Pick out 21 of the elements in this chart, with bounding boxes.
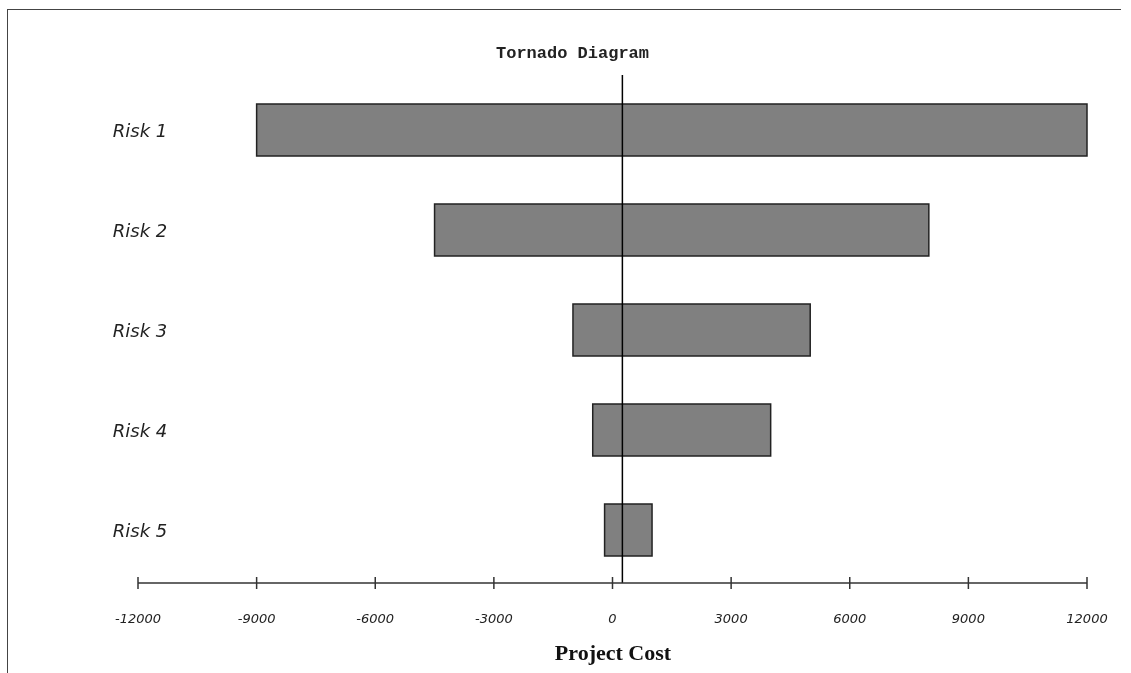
chart-title: Tornado Diagram (495, 44, 650, 63)
y-tick-label: Risk 1 (112, 120, 168, 141)
x-tick-label: 12000 (1066, 611, 1108, 626)
y-tick-label: Risk 3 (112, 320, 168, 341)
x-tick-label: -9000 (237, 611, 276, 626)
bar (433, 203, 930, 257)
y-tick-label: Risk 4 (112, 420, 168, 441)
y-tick-label: Risk 5 (112, 520, 168, 541)
bar (603, 503, 653, 557)
y-tick-label: Risk 2 (112, 220, 168, 241)
x-tick-label: 0 (608, 611, 617, 626)
bar (591, 403, 772, 457)
x-axis-title: Project Cost (554, 640, 672, 665)
bar (255, 103, 1088, 157)
x-tick-label: 6000 (833, 611, 867, 626)
x-tick-label: -3000 (474, 611, 513, 626)
x-tick-label: 3000 (714, 611, 748, 626)
x-tick-label: 9000 (951, 611, 985, 626)
x-tick-label: -12000 (114, 611, 162, 626)
x-tick-label: -6000 (356, 611, 395, 626)
bar (572, 303, 811, 357)
